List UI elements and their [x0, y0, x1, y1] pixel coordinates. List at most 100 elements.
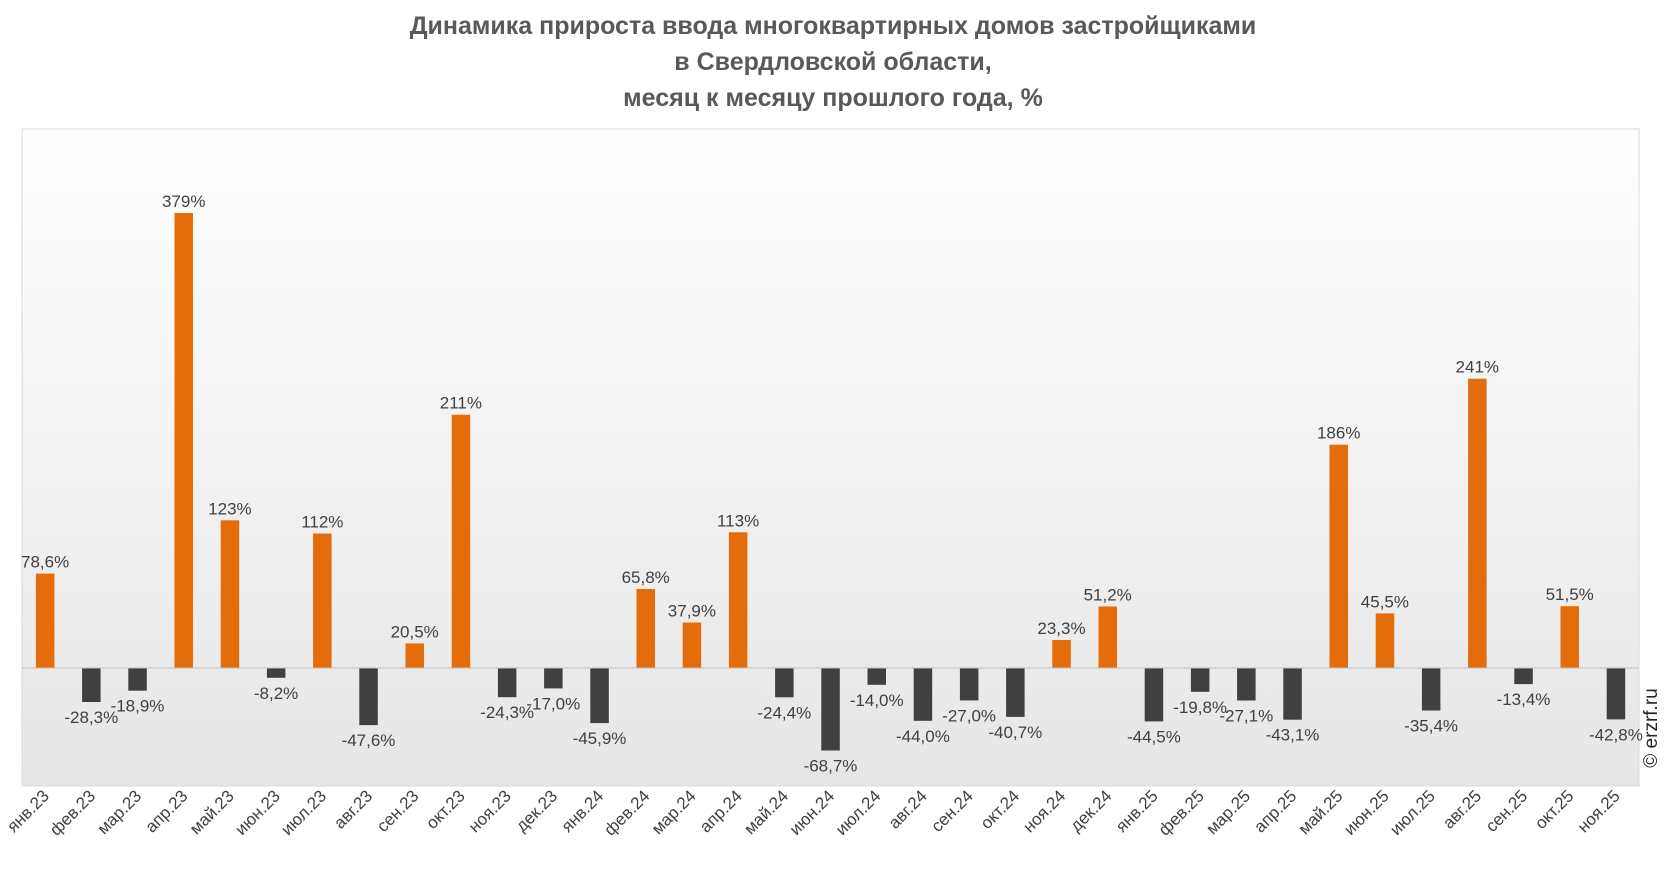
bar-9 [451, 414, 471, 668]
bar-1 [82, 668, 101, 702]
x-tick-label-18: июл.24 [832, 786, 885, 839]
bar-3 [174, 213, 193, 668]
x-tick-label-11: дек.23 [512, 786, 561, 835]
bar-12 [590, 668, 609, 724]
bar-23 [1098, 606, 1117, 668]
x-tick-label-5: июн.23 [231, 786, 284, 839]
x-tick-label-25: фев.25 [1155, 786, 1208, 839]
data-label-15: 113% [717, 511, 759, 530]
x-tick-label-4: май.23 [186, 786, 238, 838]
bar-7 [359, 668, 378, 726]
x-tick-label-14: мар.24 [648, 786, 700, 838]
data-label-12: -45,9% [573, 729, 627, 748]
data-label-3: 379% [162, 192, 205, 211]
x-tick-label-26: мар.25 [1202, 786, 1254, 838]
data-label-16: -24,4% [757, 703, 811, 722]
data-label-19: -44,0% [896, 727, 950, 746]
bar-22 [1052, 640, 1071, 668]
x-tick-label-22: ноя.24 [1019, 786, 1069, 836]
data-label-34: -42,8% [1589, 725, 1643, 744]
copyright-text: © erzrf.ru [1641, 688, 1662, 768]
bar-27 [1283, 668, 1302, 720]
copyright-notice: © erzrf.ru [1640, 668, 1664, 788]
x-tick-label-32: сен.25 [1482, 786, 1531, 835]
x-tick-label-6: июл.23 [277, 786, 330, 839]
data-label-1: -28,3% [64, 708, 118, 727]
data-label-4: 123% [208, 499, 251, 518]
data-label-5: -8,2% [254, 684, 298, 703]
bar-30 [1421, 668, 1441, 711]
bar-5 [266, 668, 286, 678]
bar-6 [313, 533, 332, 668]
bar-16 [775, 668, 794, 698]
x-tick-label-15: апр.24 [696, 786, 746, 836]
data-label-26: -27,1% [1219, 707, 1273, 726]
x-tick-label-23: дек.24 [1066, 786, 1115, 835]
bar-32 [1514, 668, 1533, 685]
bar-14 [682, 622, 702, 668]
data-label-6: 112% [301, 513, 343, 532]
bar-4 [220, 520, 240, 668]
chart-title-line-3: месяц к месяцу прошлого года, % [623, 84, 1043, 112]
chart-title-line-1: Динамика прироста ввода многоквартирных … [409, 12, 1257, 40]
data-label-13: 65,8% [622, 568, 670, 587]
data-label-7: -47,6% [342, 731, 396, 750]
x-tick-label-9: окт.23 [422, 786, 468, 832]
data-label-22: 23,3% [1037, 619, 1085, 638]
bar-28 [1329, 444, 1348, 668]
x-tick-label-3: апр.23 [142, 786, 192, 836]
bar-13 [636, 589, 655, 668]
x-tick-label-8: сен.23 [373, 786, 422, 835]
data-label-29: 45,5% [1361, 592, 1409, 611]
bar-25 [1190, 668, 1210, 692]
data-label-18: -14,0% [850, 691, 904, 710]
data-label-20: -27,0% [942, 706, 996, 725]
x-tick-label-34: ноя.25 [1574, 786, 1624, 836]
x-tick-label-29: июн.25 [1340, 786, 1393, 839]
chart-title-line-2: в Свердловской области, [674, 48, 992, 76]
bar-18 [867, 668, 886, 685]
x-tick-label-31: авг.25 [1439, 786, 1485, 832]
x-tick-label-10: ноя.23 [465, 786, 515, 836]
data-label-10: -24,3% [480, 703, 534, 722]
bar-31 [1468, 378, 1487, 668]
x-tick-label-19: авг.24 [885, 786, 931, 832]
x-tick-label-17: июн.24 [786, 786, 839, 839]
bar-33 [1560, 606, 1579, 668]
data-label-11: -17,0% [526, 694, 580, 713]
data-label-24: -44,5% [1127, 727, 1181, 746]
x-tick-label-7: авг.23 [330, 786, 376, 832]
bar-17 [821, 668, 840, 751]
x-tick-label-28: май.25 [1295, 786, 1347, 838]
bar-20 [959, 668, 979, 701]
bar-11 [544, 668, 563, 689]
data-label-30: -35,4% [1404, 717, 1458, 736]
data-label-17: -68,7% [804, 757, 858, 776]
bar-0 [35, 573, 55, 668]
x-tick-label-20: сен.24 [927, 786, 976, 835]
bar-15 [728, 532, 748, 668]
x-tick-label-27: апр.25 [1250, 786, 1300, 836]
bar-8 [405, 643, 424, 668]
data-label-9: 211% [440, 394, 482, 413]
x-tick-label-13: фев.24 [600, 786, 653, 839]
data-label-21: -40,7% [988, 723, 1042, 742]
x-tick-label-30: июл.25 [1386, 786, 1439, 839]
bar-19 [913, 668, 933, 721]
bar-2 [128, 668, 147, 691]
data-label-2: -18,9% [111, 697, 165, 716]
bar-24 [1144, 668, 1164, 722]
x-tick-label-12: янв.24 [558, 786, 608, 836]
bar-34 [1606, 668, 1626, 720]
bar-29 [1375, 613, 1395, 668]
x-tick-label-21: окт.24 [977, 786, 1023, 832]
data-label-0: 78,6% [21, 553, 69, 572]
data-label-14: 37,9% [668, 602, 716, 621]
bar-26 [1237, 668, 1256, 701]
data-label-31: 241% [1456, 358, 1499, 377]
x-tick-label-2: мар.23 [94, 786, 146, 838]
x-tick-label-0: янв.23 [3, 786, 53, 836]
x-tick-label-16: май.24 [740, 786, 792, 838]
data-label-32: -13,4% [1497, 690, 1551, 709]
